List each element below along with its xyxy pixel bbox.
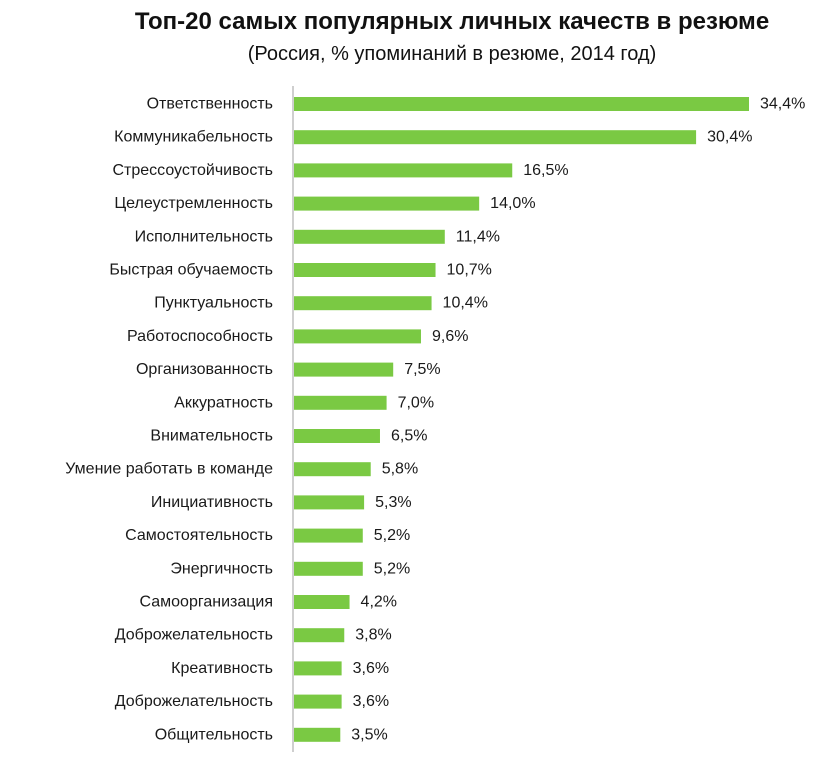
bar xyxy=(294,495,365,510)
category-label: Энергичность xyxy=(170,560,273,577)
category-label: Аккуратность xyxy=(174,394,273,411)
data-label: 30,4% xyxy=(707,129,752,146)
category-label: Доброжелательность xyxy=(115,693,273,710)
data-label: 11,4% xyxy=(456,228,500,245)
data-label: 3,5% xyxy=(351,726,387,743)
category-label: Самоорганизация xyxy=(140,594,273,611)
bar xyxy=(294,595,350,609)
category-label: Самостоятельность xyxy=(125,527,273,544)
category-label: Креативность xyxy=(171,660,273,677)
bar xyxy=(294,229,445,244)
bar xyxy=(294,163,513,178)
data-label: 5,3% xyxy=(375,494,411,511)
chart-subtitle: (Россия, % упоминаний в резюме, 2014 год… xyxy=(247,43,657,65)
bar xyxy=(294,97,749,111)
data-label: 7,0% xyxy=(398,394,434,411)
bar xyxy=(294,429,380,443)
data-label: 10,7% xyxy=(447,262,492,279)
category-label: Общительность xyxy=(155,726,273,743)
category-label: Целеустремленность xyxy=(114,195,273,212)
data-label: 7,5% xyxy=(404,361,440,378)
category-label: Пунктуальность xyxy=(154,295,273,312)
data-label: 14,0% xyxy=(490,195,535,212)
category-label: Умение работать в команде xyxy=(65,461,273,478)
bar xyxy=(294,196,480,211)
bar xyxy=(294,694,342,709)
bar xyxy=(294,528,363,543)
bar xyxy=(294,263,436,277)
data-label: 5,2% xyxy=(374,527,410,544)
bar xyxy=(294,395,387,410)
data-label: 4,2% xyxy=(361,594,397,611)
data-label: 34,4% xyxy=(760,96,805,113)
bar xyxy=(294,462,371,477)
bar xyxy=(294,329,421,344)
category-label: Доброжелательность xyxy=(115,627,273,644)
category-label: Быстрая обучаемость xyxy=(109,262,273,279)
data-label: 3,6% xyxy=(353,693,389,710)
data-label: 5,2% xyxy=(374,560,410,577)
category-label: Внимательность xyxy=(150,428,273,445)
bar xyxy=(294,362,394,377)
data-label: 3,8% xyxy=(355,627,391,644)
data-label: 6,5% xyxy=(391,428,427,445)
category-label: Инициативность xyxy=(151,494,273,511)
bar xyxy=(294,296,432,311)
data-label: 9,6% xyxy=(432,328,468,345)
chart-title: Топ-20 самых популярных личных качеств в… xyxy=(134,8,770,35)
category-label: Стрессоустойчивость xyxy=(112,162,273,179)
bar xyxy=(294,661,342,676)
bar xyxy=(294,628,345,643)
category-label: Коммуникабельность xyxy=(114,129,273,146)
category-label: Ответственность xyxy=(147,96,273,113)
data-label: 3,6% xyxy=(353,660,389,677)
bar xyxy=(294,130,697,145)
bar xyxy=(294,561,363,576)
bar xyxy=(294,727,341,742)
data-label: 5,8% xyxy=(382,461,418,478)
category-label: Работоспособность xyxy=(127,328,273,345)
category-label: Исполнительность xyxy=(135,228,273,245)
category-label: Организованность xyxy=(136,361,273,378)
data-label: 16,5% xyxy=(523,162,568,179)
data-label: 10,4% xyxy=(443,295,488,312)
